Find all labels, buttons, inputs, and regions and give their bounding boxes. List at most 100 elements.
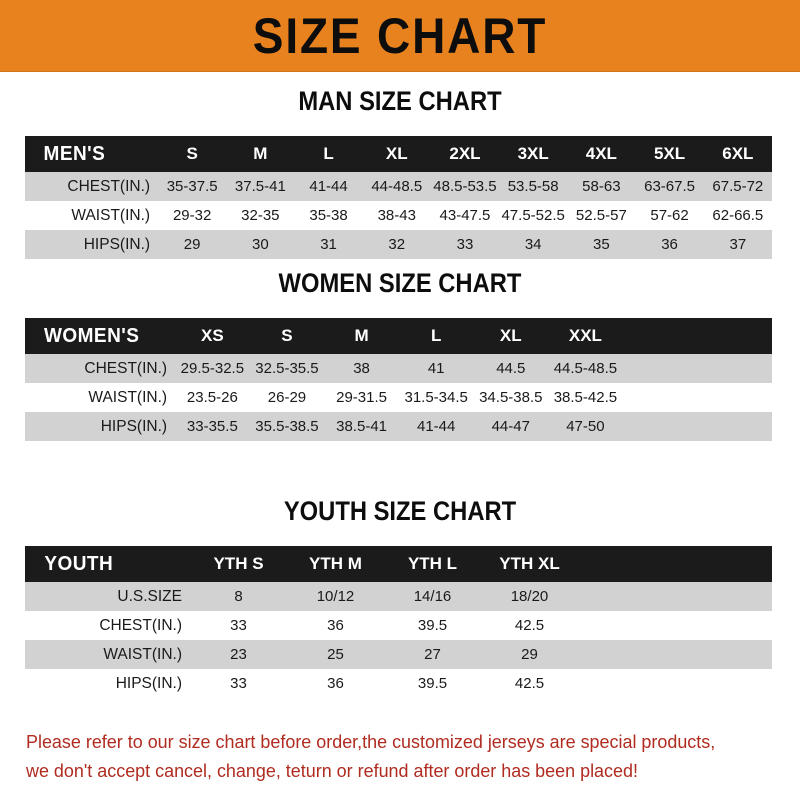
man-cell-1-2: 35-38 [309,207,348,224]
table-row: CHEST(IN.) 33 36 39.5 42.5 [25,611,772,640]
women-cell-1-6 [623,383,698,412]
man-cell-2-2: 31 [320,236,337,253]
man-column-header-6: 4XL [585,144,617,163]
women-cell-1-0: 23.5-26 [186,389,238,406]
man-cell-2-4: 33 [456,236,474,253]
youth-row-label-2: WAIST(IN.) [103,645,182,663]
women-section-title: WOMEN SIZE CHART [278,268,522,298]
youth-cell-2-4 [578,640,675,669]
man-cell-1-5: 47.5-52.5 [501,207,565,224]
table-row: HIPS(IN.) 33 36 39.5 42.5 [25,669,772,698]
page-title: SIZE CHART [252,7,548,64]
man-cell-0-7: 63-67.5 [644,178,695,195]
youth-cell-2-1: 25 [327,646,344,663]
youth-cell-0-5 [675,582,772,611]
women-cell-1-2: 29-31.5 [336,389,387,406]
youth-cell-3-2: 39.5 [417,675,448,692]
man-cell-2-5: 34 [524,236,542,253]
youth-cell-0-4 [578,582,675,611]
table-row: WAIST(IN.) 29-32 32-35 35-38 38-43 43-47.5 47.… [25,201,772,230]
women-cell-2-1: 35.5-38.5 [255,418,319,435]
youth-row-label-3: HIPS(IN.) [115,674,182,692]
man-cell-1-0: 29-32 [172,207,212,224]
women-cell-0-6 [623,354,698,383]
man-cell-2-1: 30 [252,236,269,253]
women-table-header-row: WOMEN'S XS S M L XL XXL [25,318,772,354]
man-row-label-2: HIPS(IN.) [83,235,151,253]
man-cell-2-8: 37 [729,236,747,253]
women-column-header-6 [623,318,698,354]
women-cell-0-2: 38 [353,360,370,377]
women-cell-2-0: 33-35.5 [186,418,238,435]
youth-cell-0-2: 14/16 [413,588,452,605]
women-cell-0-0: 29.5-32.5 [180,360,245,377]
man-cell-0-4: 48.5-53.5 [433,178,497,195]
women-row-label-2: HIPS(IN.) [100,417,168,435]
youth-size-table: YOUTH YTH S YTH M YTH L YTH XL U.S.SIZE 8 10/12… [25,546,772,698]
table-row: WAIST(IN.) 23.5-26 26-29 29-31.5 31.5-34.5 34… [25,383,772,412]
youth-cell-2-3: 29 [521,646,538,663]
man-cell-0-3: 44-48.5 [371,178,423,195]
youth-cell-3-1: 36 [327,675,344,692]
youth-cell-1-2: 39.5 [417,617,448,634]
women-column-header-4: XL [499,326,522,345]
man-section-title: MAN SIZE CHART [298,86,502,116]
youth-column-header-1: YTH M [309,554,362,573]
women-column-header-3: L [430,326,442,345]
order-policy-note: Please refer to our size chart before or… [26,728,754,785]
women-cell-2-3: 41-44 [416,418,456,435]
women-cell-1-1: 26-29 [267,389,307,406]
women-cell-0-4: 44.5 [496,360,526,377]
women-cell-2-5: 47-50 [566,418,605,435]
youth-cell-2-5 [675,640,772,669]
youth-cell-1-0: 33 [230,617,247,634]
man-cell-0-0: 35-37.5 [166,178,218,195]
women-cell-2-2: 38.5-41 [336,418,387,435]
women-cell-0-1: 32.5-35.5 [255,360,319,377]
man-table-header-row: MEN'S S M L XL 2XL 3XL 4XL 5XL 6XL [25,136,772,172]
man-column-header-4: 2XL [449,144,481,163]
man-cell-1-6: 52.5-57 [575,207,627,224]
man-cell-0-5: 53.5-58 [507,178,559,195]
youth-cell-3-5 [675,669,772,698]
man-cell-1-8: 62-66.5 [712,207,764,224]
youth-row-label-1: CHEST(IN.) [99,616,182,634]
youth-column-header-5 [675,546,772,582]
table-row: HIPS(IN.) 29 30 31 32 33 34 35 36 37 [25,230,772,259]
youth-cell-2-2: 27 [424,646,441,663]
man-cell-0-8: 67.5-72 [712,178,764,195]
man-column-header-8: 6XL [722,144,754,163]
women-cell-2-6 [623,412,698,441]
table-row: HIPS(IN.) 33-35.5 35.5-38.5 38.5-41 41-44 44-… [25,412,772,441]
man-column-header-3: XL [385,144,408,163]
women-cell-1-3: 31.5-34.5 [404,389,468,406]
youth-column-header-0: YTH S [213,554,264,573]
table-row: U.S.SIZE 8 10/12 14/16 18/20 [25,582,772,611]
women-table-body: WOMEN'S XS S M L XL XXL CHEST(IN.) 29.5-32.5 32.5… [25,318,772,441]
youth-cell-2-0: 23 [230,646,247,663]
youth-cell-1-1: 36 [327,617,344,634]
man-cell-0-6: 58-63 [582,178,621,195]
man-column-header-5: 3XL [517,144,549,163]
youth-cell-3-4 [578,669,675,698]
women-column-header-7 [697,318,772,354]
youth-row-label-0: U.S.SIZE [117,587,182,605]
man-cell-1-4: 43-47.5 [439,207,491,224]
women-row-label-0: CHEST(IN.) [84,359,168,377]
youth-cell-3-0: 33 [230,675,247,692]
man-row-label-0: CHEST(IN.) [67,177,151,195]
youth-table-corner-label: YOUTH [44,552,114,575]
man-column-header-0: S [186,144,198,163]
man-size-table: MEN'S S M L XL 2XL 3XL 4XL 5XL 6XL CHEST(IN.) 35-37… [25,136,772,259]
youth-column-header-4 [578,546,675,582]
youth-cell-0-0: 8 [234,588,243,605]
women-table-corner-label: WOMEN'S [43,324,140,347]
order-policy-note-line-2: we don't accept cancel, change, teturn o… [26,759,638,781]
man-cell-1-1: 32-35 [241,207,280,224]
man-cell-0-1: 37.5-41 [234,178,286,195]
women-column-header-0: XS [201,326,224,345]
youth-cell-0-3: 18/20 [510,588,549,605]
table-row: CHEST(IN.) 29.5-32.5 32.5-35.5 38 41 44.5 44.5… [25,354,772,383]
man-column-header-1: M [253,144,268,163]
women-size-table: WOMEN'S XS S M L XL XXL CHEST(IN.) 29.5-32.5 32.5… [25,318,772,441]
